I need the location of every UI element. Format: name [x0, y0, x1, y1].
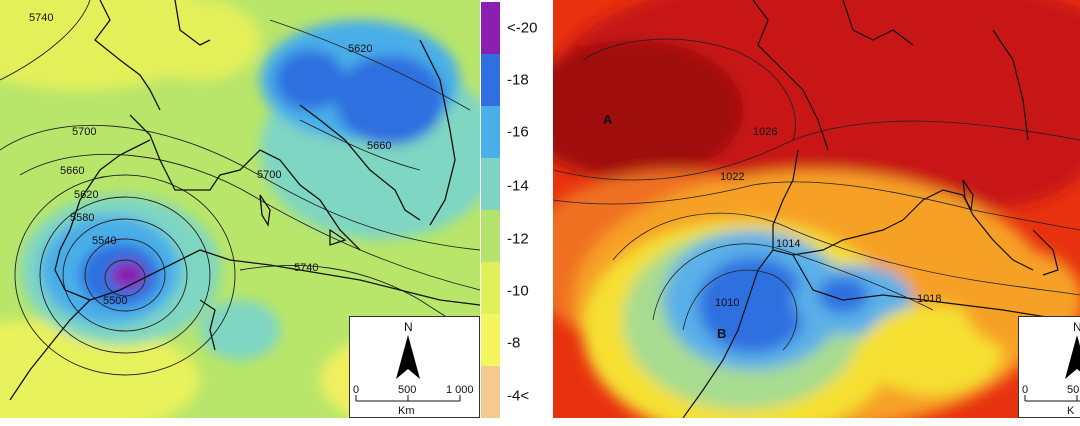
- contour-label: 5620: [74, 189, 98, 201]
- scale-unit: K: [1067, 405, 1075, 417]
- isobar-label: 1022: [720, 171, 744, 183]
- low-pressure-label: B: [717, 326, 726, 341]
- scale-tick: 500: [398, 384, 416, 396]
- legend-label: -14: [507, 177, 529, 195]
- coastlines: [682, 0, 1080, 418]
- legend-swatch: [481, 366, 500, 418]
- scale-tick: 0: [1022, 384, 1028, 396]
- legend-swatch: [481, 314, 500, 366]
- geopotential-map: 5740 5620 5700 5660 5660 5620 5580 5540 …: [0, 0, 480, 418]
- contour-label: 5700: [257, 169, 281, 181]
- contour-label: 5660: [60, 165, 84, 177]
- legend-swatch: [481, 54, 500, 106]
- contour-label-group: 5740 5620 5700 5660 5660 5620 5580 5540 …: [29, 12, 391, 307]
- legend-label: <-20: [507, 19, 538, 37]
- contour-label: 5540: [92, 235, 116, 247]
- color-legend: <-20 -18 -16 -14 -12 -10 -8 -4<: [481, 0, 550, 418]
- legend-label: -12: [507, 230, 529, 248]
- contour-label: 5580: [70, 212, 94, 224]
- contour-label: 5740: [29, 12, 53, 24]
- legend-label: -10: [507, 282, 529, 300]
- north-label: N: [404, 320, 413, 334]
- scale-box-partial: N 0 50 K: [1018, 316, 1080, 418]
- pressure-map: A B 1026 1022 1014 1010 1018 N 0 50 K: [553, 0, 1080, 418]
- scale-tick: 0: [353, 384, 359, 396]
- contour-label: 5740: [294, 262, 318, 274]
- isobar-label: 1026: [753, 126, 777, 138]
- geopotential-field: 5740 5620 5700 5660 5660 5620 5580 5540 …: [0, 0, 480, 418]
- scale-tick: 1 000: [446, 384, 474, 396]
- isobar-label-group: 1026 1022 1014 1010 1018: [715, 126, 941, 309]
- north-arrow-scale: N 0 500 1 000 Km: [353, 320, 474, 417]
- pressure-field: A B 1026 1022 1014 1010 1018: [553, 0, 1080, 418]
- legend-label: -18: [507, 71, 529, 89]
- legend-label: -8: [507, 334, 521, 352]
- isobar-label: 1010: [715, 297, 739, 309]
- north-label: N: [1073, 320, 1080, 334]
- legend-swatch: [481, 210, 500, 262]
- isobar-label: 1018: [917, 293, 941, 305]
- scale-tick: 50: [1067, 384, 1079, 396]
- legend-label: -4<: [507, 387, 530, 405]
- contour-label: 5700: [72, 126, 96, 138]
- scale-box: N 0 500 1 000 Km: [349, 316, 480, 418]
- legend-swatch: [481, 158, 500, 210]
- scale-unit: Km: [398, 405, 415, 417]
- high-pressure-label: A: [603, 112, 613, 127]
- legend-swatch: [481, 262, 500, 314]
- north-arrow-icon: [1065, 335, 1080, 379]
- north-arrow-icon: [396, 335, 420, 379]
- legend-swatch: [481, 2, 500, 54]
- contour-label: 5620: [348, 43, 372, 55]
- coastlines: [9, 0, 480, 401]
- north-arrow-scale: N 0 50 K: [1022, 320, 1080, 417]
- isobar-label: 1014: [776, 238, 800, 250]
- legend-label: -16: [507, 123, 529, 141]
- isobar-lines: [553, 38, 1080, 351]
- contour-label: 5660: [367, 140, 391, 152]
- contour-label: 5500: [103, 295, 127, 307]
- legend-swatch: [481, 106, 500, 158]
